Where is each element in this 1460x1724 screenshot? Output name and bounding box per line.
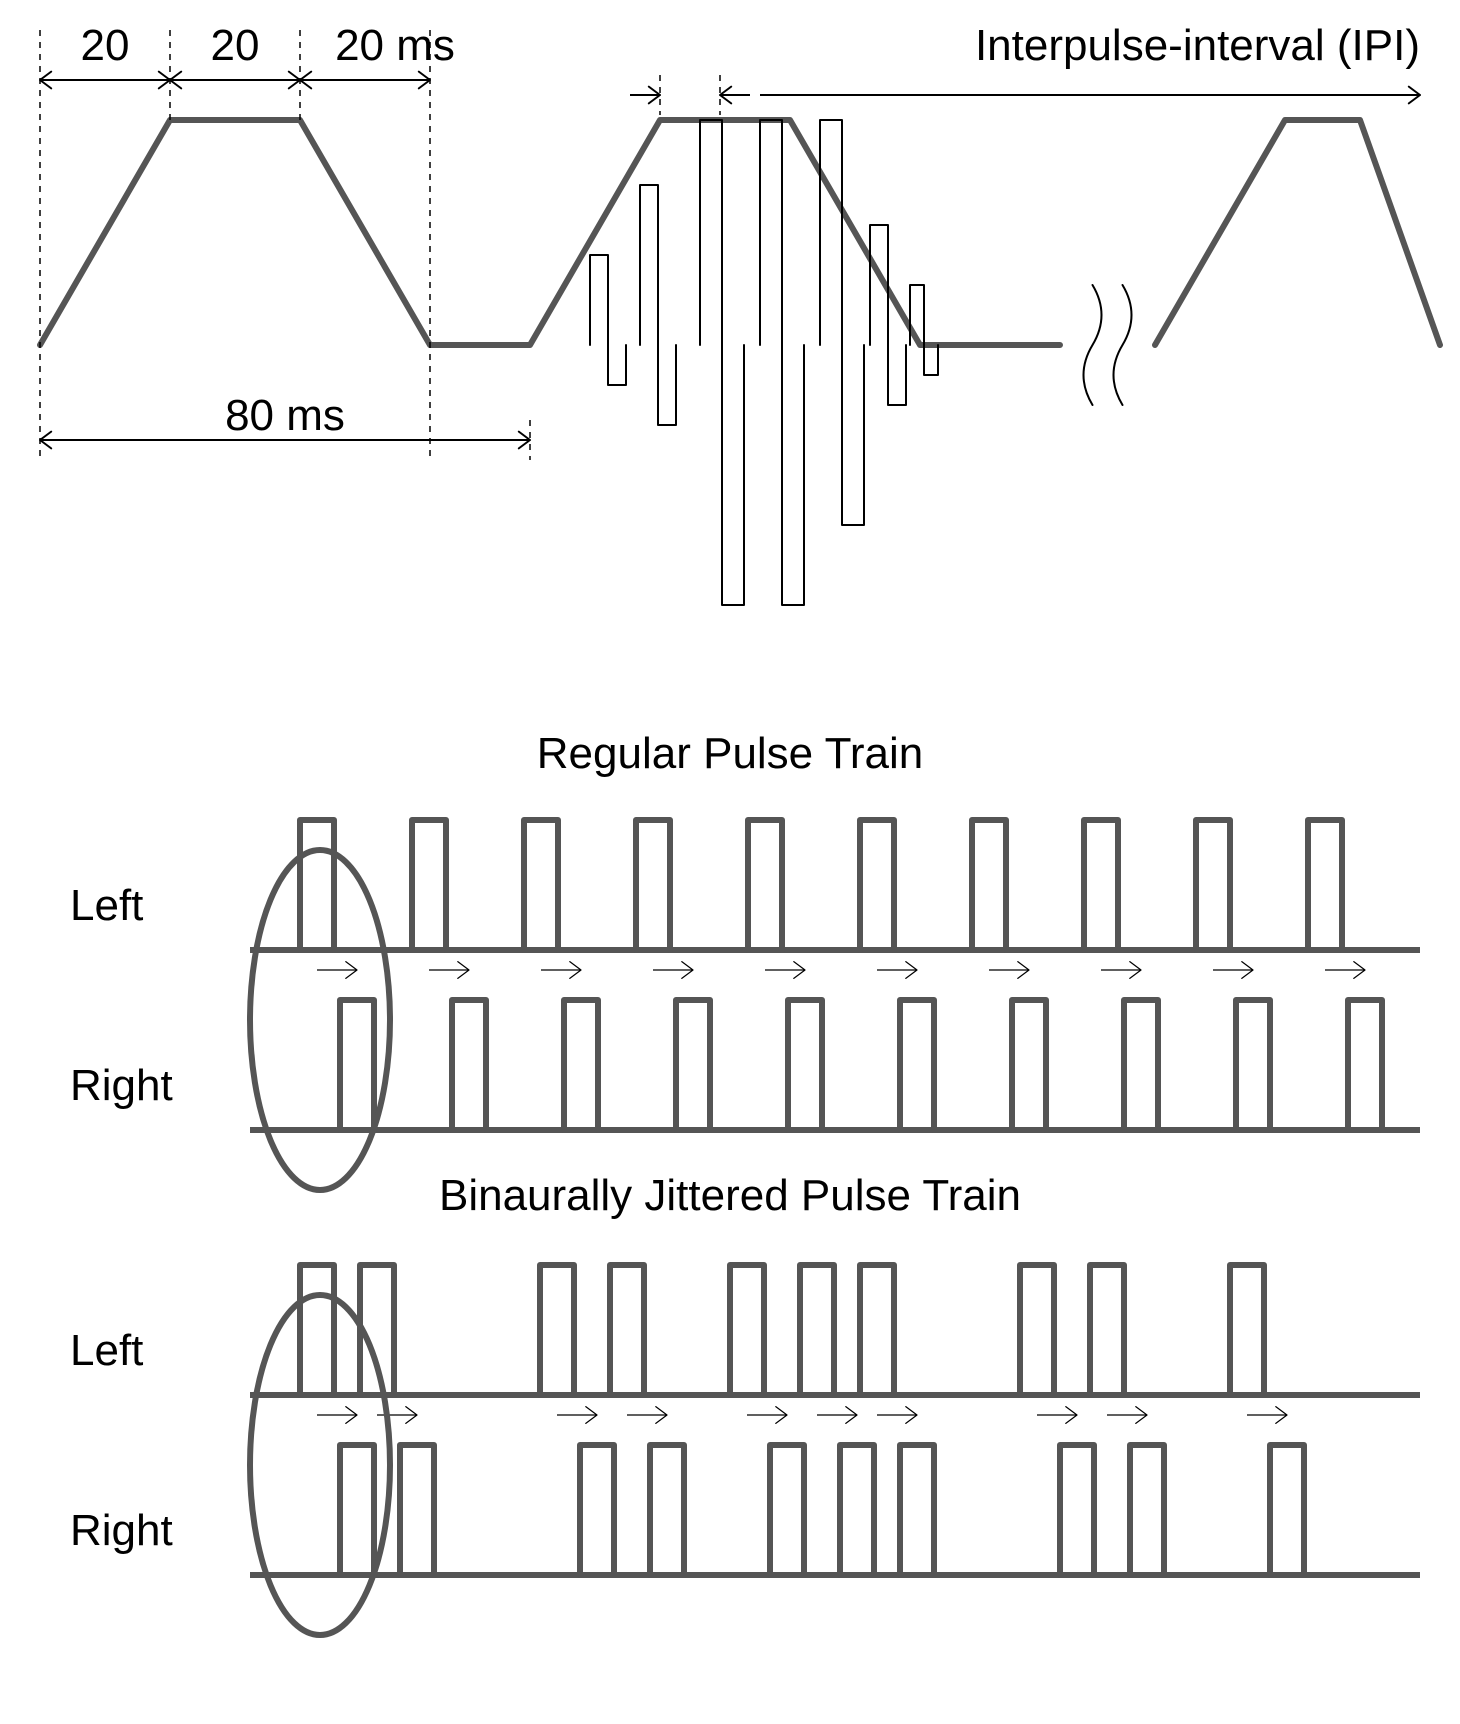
right-pulse-6 — [1012, 1000, 1046, 1130]
right-pulse-7 — [1124, 1000, 1158, 1130]
left-pulse-2 — [540, 1265, 574, 1395]
left-label: Left — [70, 881, 143, 930]
biphasic-pulse-1 — [640, 185, 676, 425]
right-pulse-5 — [900, 1000, 934, 1130]
right-pulse-9 — [1270, 1445, 1304, 1575]
left-label: Left — [70, 1326, 143, 1375]
biphasic-pulse-2 — [700, 120, 744, 605]
right-pulse-5 — [840, 1445, 874, 1575]
first-pair-ellipse — [250, 850, 390, 1190]
left-pulse-3 — [610, 1265, 644, 1395]
left-pulse-5 — [860, 820, 894, 950]
right-pulse-7 — [1060, 1445, 1094, 1575]
right-pulse-1 — [452, 1000, 486, 1130]
right-pulse-6 — [900, 1445, 934, 1575]
right-pulse-3 — [650, 1445, 684, 1575]
right-label: Right — [70, 1061, 173, 1110]
right-pulse-3 — [676, 1000, 710, 1130]
left-pulse-6 — [860, 1265, 894, 1395]
left-pulse-0 — [300, 820, 334, 950]
right-pulse-0 — [340, 1000, 374, 1130]
envelope-waveform-right — [1155, 120, 1440, 345]
label-ipi: Interpulse-interval (IPI) — [975, 21, 1420, 70]
left-pulse-7 — [1020, 1265, 1054, 1395]
right-pulse-8 — [1236, 1000, 1270, 1130]
right-pulse-0 — [340, 1445, 374, 1575]
left-pulse-1 — [412, 820, 446, 950]
left-pulse-5 — [800, 1265, 834, 1395]
biphasic-pulse-3 — [760, 120, 804, 605]
label-period: 80 ms — [225, 391, 345, 440]
right-pulse-4 — [788, 1000, 822, 1130]
left-pulse-3 — [636, 820, 670, 950]
right-pulse-2 — [564, 1000, 598, 1130]
right-pulse-9 — [1348, 1000, 1382, 1130]
left-pulse-7 — [1084, 820, 1118, 950]
label-rise: 20 — [81, 21, 130, 70]
right-pulse-1 — [400, 1445, 434, 1575]
left-pulse-9 — [1308, 820, 1342, 950]
left-pulse-4 — [748, 820, 782, 950]
break-mark-1 — [1114, 285, 1132, 405]
left-pulse-9 — [1230, 1265, 1264, 1395]
left-pulse-8 — [1196, 820, 1230, 950]
left-pulse-0 — [300, 1265, 334, 1395]
first-pair-ellipse — [250, 1295, 390, 1635]
left-pulse-4 — [730, 1265, 764, 1395]
envelope-waveform — [40, 120, 1060, 345]
left-pulse-8 — [1090, 1265, 1124, 1395]
left-pulse-2 — [524, 820, 558, 950]
section-title: Binaurally Jittered Pulse Train — [439, 1171, 1021, 1220]
left-pulse-6 — [972, 820, 1006, 950]
break-mark-0 — [1084, 285, 1102, 405]
right-label: Right — [70, 1506, 173, 1555]
section-title: Regular Pulse Train — [537, 729, 923, 778]
right-pulse-4 — [770, 1445, 804, 1575]
right-pulse-8 — [1130, 1445, 1164, 1575]
right-pulse-2 — [580, 1445, 614, 1575]
label-top: 20 — [211, 21, 260, 70]
biphasic-pulse-0 — [590, 255, 626, 385]
label-fall: 20 ms — [335, 21, 455, 70]
